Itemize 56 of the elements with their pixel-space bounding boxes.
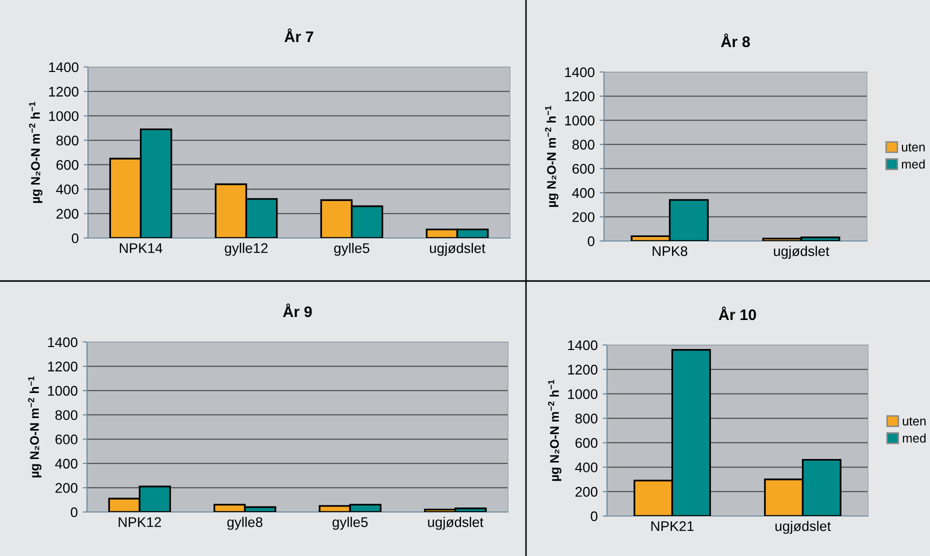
x-tick-label: gylle5 [332,516,368,530]
y-axis-title: µg N₂O-N m$^{−2}$ h$^{−1}$ [28,376,42,478]
x-tick-label: ugjødslet [430,242,486,256]
y-tick-label: 1400 [568,340,598,350]
chart-title: År 10 [718,306,756,320]
y-tick-label: 1200 [48,362,78,372]
y-tick-label: 0 [72,233,78,244]
y-tick-label: 200 [576,486,598,497]
y-tick-label: 400 [55,458,78,469]
y-tick-label: 1000 [565,116,594,126]
y-axis-title: µg N₂O-N m$^{−2}$ h$^{−1}$ [548,380,562,481]
y-tick-label: 1000 [48,386,78,396]
y-tick-label: 400 [56,184,78,194]
y-tick-label: 200 [572,212,594,222]
x-tick-label: gylle5 [334,242,370,256]
y-tick-label: 600 [56,160,78,170]
y-tick-label: 600 [576,438,598,448]
y-tick-label: 200 [56,208,78,219]
y-tick-label: 1200 [49,86,78,97]
legend-label: med [902,433,926,443]
y-tick-label: 800 [56,136,78,146]
y-axis-title: µg N₂O-N m$^{−2}$ h$^{−1}$ [545,106,558,207]
y-tick-label: 0 [70,507,78,518]
y-tick-label: 1200 [565,91,594,102]
x-tick-label: gylle8 [227,516,262,530]
y-tick-label: 600 [572,164,594,174]
y-tick-label: 0 [588,236,594,246]
x-tick-label: ugjødslet [775,520,831,534]
y-tick-label: 800 [55,410,78,420]
x-tick-label: NPK21 [651,521,694,531]
x-tick-label: NPK14 [120,243,162,253]
y-tick-label: 800 [572,140,594,150]
y-tick-label: 1400 [565,67,594,78]
y-tick-label: 800 [575,414,598,424]
legend-label: uten [902,143,925,152]
chart-title: År 9 [283,304,312,318]
y-tick-label: 1400 [49,62,78,72]
y-tick-label: 0 [590,511,598,522]
y-tick-label: 1200 [568,364,598,375]
y-tick-label: 200 [56,483,78,493]
legend-label: med [902,159,925,169]
y-tick-label: 1400 [48,337,78,348]
y-tick-label: 1000 [568,389,598,400]
x-tick-label: NPK12 [118,517,161,527]
y-tick-label: 1000 [49,111,78,122]
y-tick-label: 400 [575,462,598,472]
y-tick-label: 600 [56,434,78,444]
x-tick-label: ugjødslet [774,246,830,259]
chart-title: År 7 [284,28,314,42]
y-tick-label: 400 [572,188,594,198]
x-tick-label: gylle12 [224,242,268,256]
y-axis-title: µg N₂O-N m$^{−2}$ h$^{−1}$ [29,102,42,203]
x-tick-label: ugjødslet [428,516,484,530]
legend-label: uten [902,417,926,426]
chart-title: År 8 [721,34,750,48]
x-tick-label: NPK8 [652,246,688,256]
